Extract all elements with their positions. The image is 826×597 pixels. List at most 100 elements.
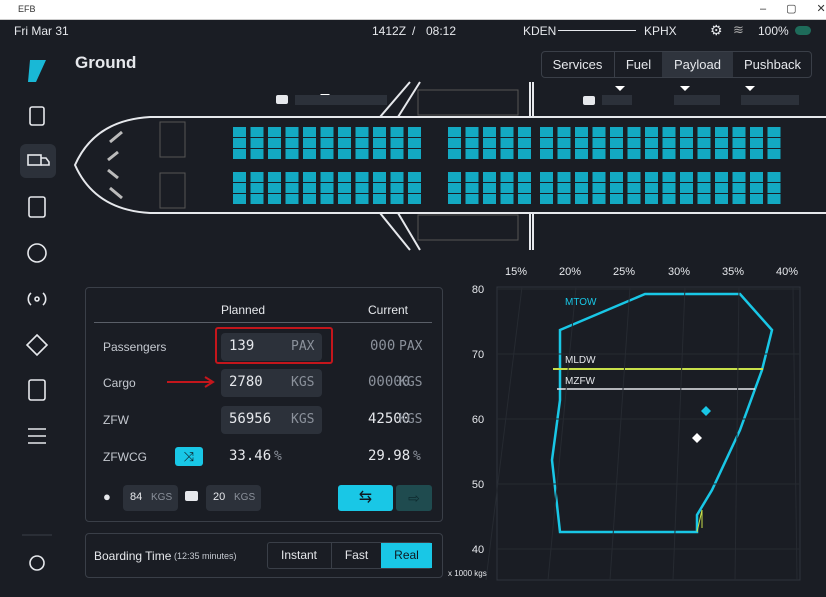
seat (408, 183, 421, 193)
origin: KDEN (523, 24, 557, 38)
load-button[interactable]: ⇆ (338, 485, 393, 511)
seat (767, 194, 781, 204)
planned-unit: % (274, 449, 282, 464)
seat (575, 172, 588, 182)
seat (408, 194, 421, 204)
page-title: Ground (75, 53, 137, 72)
current-unit: % (413, 449, 421, 464)
top-tick-label: 40% (776, 266, 798, 278)
boarding-option[interactable]: Fast (331, 543, 381, 568)
seat (715, 183, 728, 193)
seat (732, 149, 746, 159)
tab[interactable]: Pushback (743, 57, 802, 72)
planned-input[interactable] (221, 369, 322, 397)
seat (373, 149, 386, 159)
seat (233, 172, 246, 182)
seat (233, 138, 246, 148)
cg-envelope: 15% 20% 25% 30% 35% 40% 80 70 60 50 40 x 1000 kgs MT… (448, 266, 801, 581)
seat (303, 127, 316, 137)
seat (390, 172, 404, 182)
seat (233, 194, 246, 204)
boarding-option[interactable]: Instant (280, 548, 318, 562)
checklist-nav[interactable] (29, 106, 45, 126)
highlight-box (215, 327, 333, 364)
planned-input[interactable] (221, 406, 322, 434)
seat (592, 149, 606, 159)
tab[interactable]: Fuel (614, 52, 662, 77)
ground-nav[interactable] (27, 154, 42, 166)
apply-button[interactable]: ⇨ (396, 485, 432, 511)
boarding-option-active[interactable]: Real (381, 543, 432, 568)
pax-weight: 84 (130, 491, 143, 503)
current-unit: KGS (399, 375, 423, 390)
seat (303, 183, 316, 193)
seat (610, 149, 623, 159)
time-local: 08:12 (426, 24, 457, 38)
seat (662, 194, 676, 204)
radio-nav[interactable] (34, 296, 40, 302)
battery-icon (795, 26, 811, 35)
window-controls[interactable]: –▢✕ (760, 3, 826, 15)
seat (610, 138, 623, 148)
seat (338, 183, 351, 193)
seat (355, 183, 369, 193)
pax-weight-unit: KGS (151, 492, 173, 503)
current-value: 00000 (368, 374, 411, 390)
seat (732, 127, 746, 137)
limit-label: MZFW (565, 376, 596, 387)
seat (645, 172, 658, 182)
seat (610, 127, 623, 137)
planned-unit: PAX (291, 339, 315, 354)
failures-nav[interactable] (25, 333, 49, 357)
seat (645, 138, 658, 148)
seat (680, 149, 693, 159)
seat (250, 172, 264, 182)
battery: 100% (758, 24, 789, 38)
seat (645, 183, 658, 193)
seat (627, 127, 641, 137)
seat (662, 127, 676, 137)
seat (355, 138, 369, 148)
seat (320, 194, 334, 204)
seat (767, 183, 781, 193)
seat (373, 138, 386, 148)
settings-icon[interactable]: ⚙ (710, 22, 723, 38)
seat (320, 183, 334, 193)
tab-active[interactable]: Payload (662, 52, 733, 77)
window-titlebar: EFB –▢✕ (0, 0, 826, 20)
presets-nav[interactable] (28, 428, 46, 444)
plot-frame (496, 286, 801, 581)
calculator-nav[interactable] (28, 196, 46, 218)
settings-nav[interactable] (29, 555, 45, 571)
annotation-arrow (167, 376, 215, 388)
seat (767, 172, 781, 182)
seat (233, 149, 246, 159)
seat (285, 172, 299, 182)
toggle-cg-button[interactable]: ⤨ (175, 447, 203, 466)
bag-weight: 20 (213, 491, 226, 503)
planned-cg-point (701, 406, 711, 416)
seat (355, 127, 369, 137)
planned-input[interactable] (221, 333, 322, 361)
seat (697, 149, 711, 159)
planned-unit: KGS (291, 375, 315, 390)
seat (557, 194, 571, 204)
seat (645, 149, 658, 159)
bag-weight-box[interactable] (206, 485, 261, 511)
pax-weight-box[interactable] (123, 485, 178, 511)
top-tick-label: 30% (668, 266, 690, 278)
checklist2-nav[interactable] (28, 379, 46, 401)
seat (540, 127, 553, 137)
seat (575, 194, 588, 204)
navigation-nav[interactable] (27, 243, 47, 263)
seat (715, 127, 728, 137)
row-label: Passengers (103, 340, 167, 354)
seat (518, 149, 531, 159)
tab[interactable]: Services (552, 57, 603, 72)
seat (715, 194, 728, 204)
seat (680, 127, 693, 137)
seat (732, 172, 746, 182)
seat (355, 194, 369, 204)
seat (592, 183, 606, 193)
seat (303, 172, 316, 182)
